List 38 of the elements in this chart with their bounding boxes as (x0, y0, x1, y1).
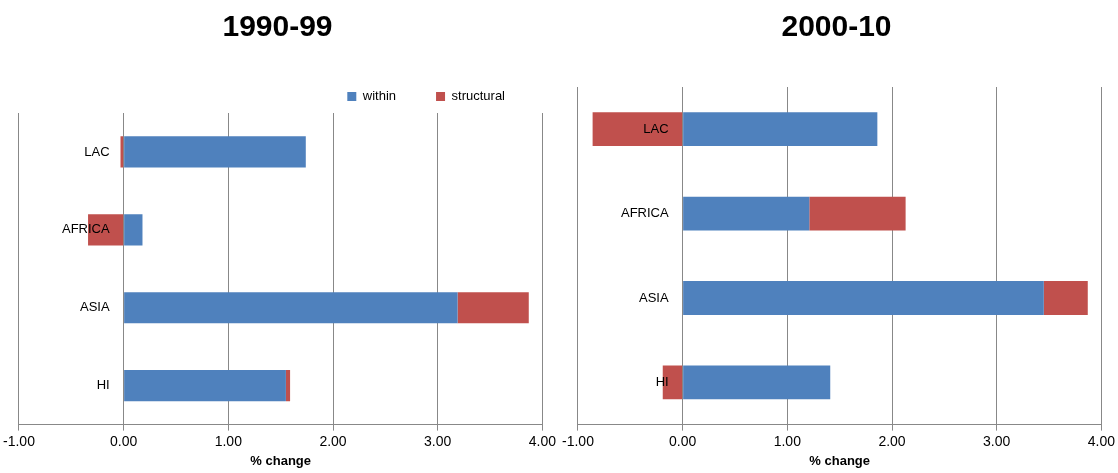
bar (120, 136, 124, 168)
bar (683, 365, 831, 400)
y-tick-label: ASIA (80, 299, 110, 315)
bar (809, 196, 906, 231)
bar (683, 112, 878, 147)
bar (592, 112, 683, 147)
y-tick-label: LAC (84, 143, 110, 159)
bar (683, 281, 1044, 315)
x-tick-label: 0.00 (669, 432, 697, 449)
x-tick-label: 1.00 (214, 432, 243, 449)
x-tick-label: 4.00 (528, 432, 557, 449)
y-tick-label: HI (96, 377, 110, 393)
x-tick-label: 2.00 (319, 432, 347, 449)
x-axis-title: % change (250, 452, 312, 468)
bar (285, 370, 291, 402)
x-tick-label: -1.00 (2, 432, 36, 449)
y-tick-label: LAC (643, 120, 669, 136)
x-axis-title: % change (809, 452, 871, 468)
bar (124, 136, 306, 168)
bar (124, 292, 458, 324)
chart-title: 2000-10 (781, 9, 892, 43)
x-tick-label: 0.00 (110, 432, 138, 449)
x-tick-label: 1.00 (773, 432, 802, 449)
x-tick-label: 2.00 (878, 432, 906, 449)
legend-label: within (361, 88, 397, 104)
chart-title: 1990-99 (222, 9, 333, 43)
y-tick-label: AFRICA (620, 205, 669, 221)
x-tick-label: 3.00 (424, 432, 452, 449)
x-tick-label: 4.00 (1087, 432, 1116, 449)
bar (124, 370, 286, 402)
bar (683, 196, 810, 231)
bar (124, 214, 143, 246)
x-tick-label: -1.00 (561, 432, 595, 449)
bar (457, 292, 529, 324)
x-tick-label: 3.00 (983, 432, 1011, 449)
bar (1043, 281, 1088, 315)
legend-label: structural (451, 88, 506, 104)
y-tick-label: ASIA (639, 289, 669, 305)
